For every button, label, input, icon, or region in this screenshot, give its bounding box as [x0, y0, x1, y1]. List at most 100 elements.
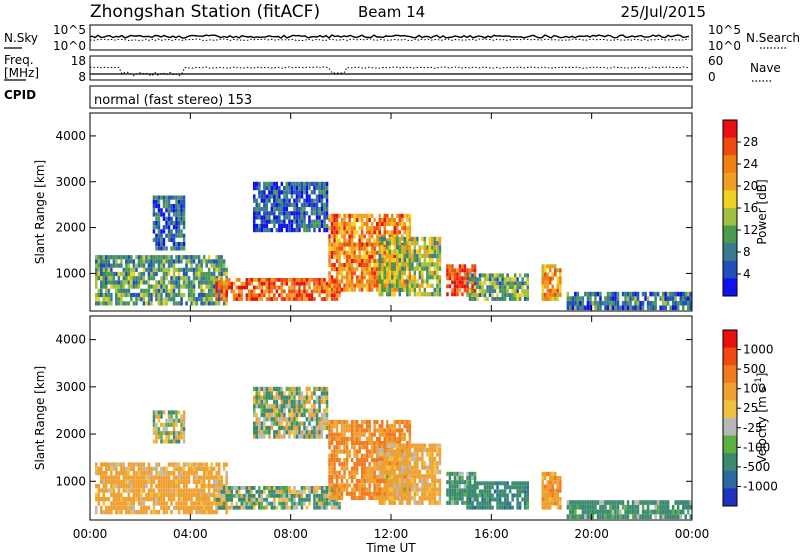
- data-cell: [308, 501, 311, 506]
- data-cell: [245, 489, 248, 494]
- data-cell: [125, 292, 128, 298]
- data-cell: [265, 408, 269, 413]
- data-cell: [115, 288, 118, 293]
- data-cell: [310, 211, 314, 216]
- data-cell: [391, 432, 394, 437]
- data-cell: [145, 484, 148, 489]
- data-cell: [97, 301, 100, 306]
- data-cell: [413, 283, 417, 288]
- data-cell: [343, 226, 346, 231]
- data-cell: [152, 427, 156, 432]
- data-cell: [386, 213, 389, 218]
- data-cell: [521, 497, 524, 502]
- data-cell: [263, 395, 266, 400]
- data-cell: [330, 495, 334, 501]
- data-cell: [418, 443, 422, 448]
- data-cell: [338, 419, 341, 425]
- data-cell: [468, 497, 472, 502]
- data-cell: [325, 211, 329, 216]
- data-cell: [330, 505, 334, 510]
- data-cell: [320, 425, 324, 431]
- data-cell: [260, 215, 264, 220]
- data-cell: [584, 500, 587, 505]
- data-cell: [333, 449, 336, 454]
- data-cell: [611, 514, 615, 519]
- data-cell: [408, 483, 412, 488]
- data-cell: [172, 208, 176, 213]
- data-cell: [268, 430, 271, 435]
- data-cell: [97, 492, 100, 497]
- data-cell: [376, 487, 379, 492]
- data-cell: [343, 449, 346, 454]
- data-cell: [403, 249, 406, 254]
- data-cell: [265, 412, 269, 418]
- data-cell: [260, 434, 264, 439]
- data-cell: [431, 461, 434, 466]
- data-cell: [290, 297, 294, 301]
- data-cell: [207, 505, 211, 510]
- data-cell: [549, 488, 552, 493]
- data-cell: [117, 510, 121, 515]
- data-cell: [333, 222, 336, 227]
- data-cell: [330, 246, 334, 251]
- data-cell: [639, 300, 642, 306]
- data-cell: [190, 462, 193, 467]
- data-cell: [604, 509, 607, 515]
- data-cell: [418, 287, 422, 293]
- data-cell: [303, 215, 306, 220]
- data-cell: [157, 208, 161, 213]
- data-cell: [411, 496, 414, 501]
- data-cell: [95, 267, 98, 272]
- data-cell: [646, 509, 650, 515]
- data-cell: [165, 466, 168, 471]
- data-cell: [295, 194, 299, 199]
- data-cell: [215, 493, 218, 498]
- data-cell: [363, 419, 366, 425]
- data-cell: [245, 281, 248, 286]
- data-cell: [401, 483, 404, 488]
- data-cell: [263, 223, 266, 228]
- data-cell: [130, 259, 133, 264]
- data-cell: [283, 219, 286, 224]
- data-cell: [142, 475, 146, 480]
- data-cell: [511, 297, 514, 301]
- data-cell: [185, 488, 188, 493]
- data-cell: [155, 195, 158, 200]
- data-cell: [285, 281, 289, 286]
- data-cell: [468, 471, 472, 476]
- data-cell: [569, 300, 572, 306]
- data-cell: [298, 278, 301, 282]
- data-cell: [556, 288, 559, 293]
- data-cell: [338, 487, 341, 492]
- data-cell: [451, 264, 454, 269]
- data-cell: [546, 284, 549, 289]
- data-cell: [122, 505, 126, 510]
- data-cell: [471, 484, 474, 489]
- data-cell: [195, 301, 198, 306]
- data-cell: [325, 285, 329, 290]
- data-cell: [112, 280, 116, 285]
- data-cell: [303, 421, 306, 426]
- data-cell: [323, 281, 326, 286]
- data-cell: [140, 263, 143, 268]
- data-cell: [132, 292, 136, 298]
- data-cell: [456, 488, 459, 493]
- data-cell: [165, 475, 168, 480]
- data-cell: [491, 505, 494, 510]
- data-cell: [398, 465, 401, 470]
- data-cell: [172, 292, 176, 298]
- data-cell: [345, 250, 349, 255]
- data-cell: [240, 497, 243, 502]
- data-cell: [260, 285, 264, 290]
- data-cell: [172, 439, 176, 444]
- data-cell: [604, 514, 607, 519]
- data-cell: [318, 219, 321, 224]
- data-cell: [676, 504, 680, 510]
- data-cell: [381, 491, 384, 497]
- data-cell: [310, 417, 314, 422]
- data-cell: [438, 452, 442, 457]
- data-cell: [549, 492, 552, 497]
- data-cell: [117, 276, 121, 281]
- data-cell: [165, 505, 168, 510]
- data-cell: [212, 267, 216, 272]
